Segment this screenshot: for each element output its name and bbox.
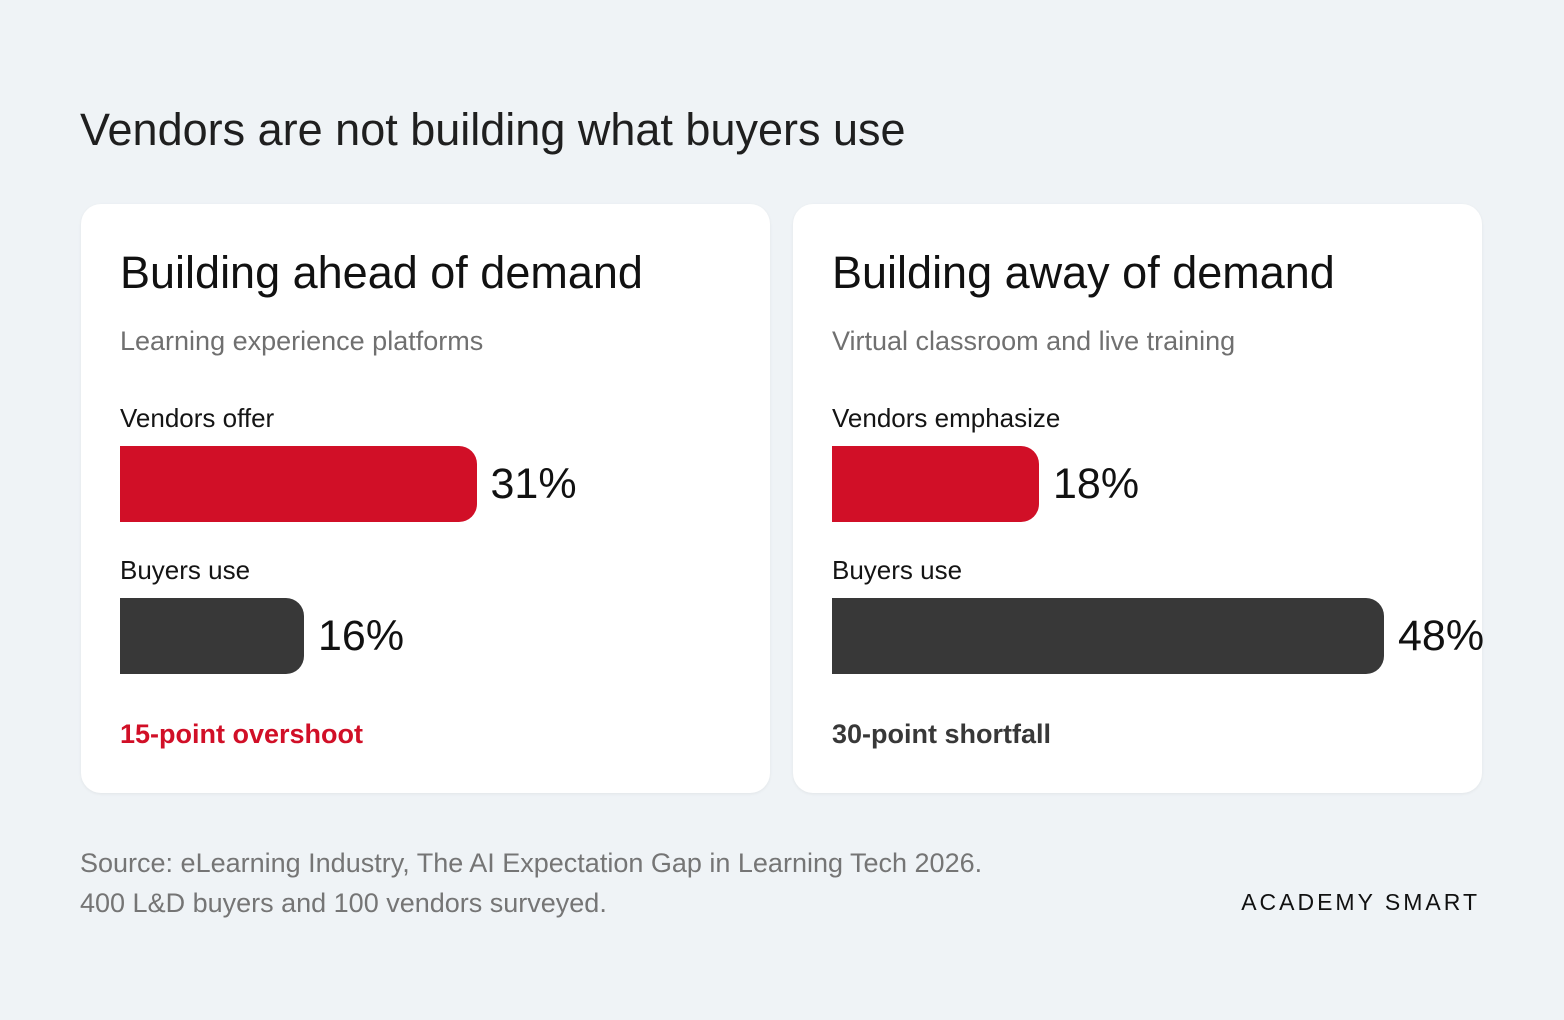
bar-vendors-emphasize xyxy=(832,446,1039,522)
card-building-ahead: Building ahead of demand Learning experi… xyxy=(81,204,770,793)
bar-value-vendors-emphasize: 18% xyxy=(1053,460,1140,508)
bar-value-vendors-offer: 31% xyxy=(490,460,577,508)
card-subtitle: Learning experience platforms xyxy=(120,326,484,356)
bar-buyers-use xyxy=(832,598,1384,674)
card-subtitle: Virtual classroom and live training xyxy=(832,326,1236,356)
source-line-2: 400 L&D buyers and 100 vendors surveyed. xyxy=(80,888,607,918)
bar-label-buyers-use: Buyers use xyxy=(832,555,963,585)
bar-label-vendors-offer: Vendors offer xyxy=(120,403,275,433)
card-heading: Building away of demand xyxy=(832,247,1335,298)
bar-vendors-offer xyxy=(120,446,477,522)
brand-logo-text: ACADEMY SMART xyxy=(1241,889,1480,915)
card-heading: Building ahead of demand xyxy=(120,247,643,298)
source-line-1: Source: eLearning Industry, The AI Expec… xyxy=(80,848,983,878)
bar-label-vendors-emphasize: Vendors emphasize xyxy=(832,403,1061,433)
source-note: Source: eLearning Industry, The AI Expec… xyxy=(80,843,982,923)
bar-buyers-use xyxy=(120,598,304,674)
shortfall-annotation: 30-point shortfall xyxy=(832,719,1052,749)
bar-value-buyers-use: 16% xyxy=(318,612,405,660)
page-title: Vendors are not building what buyers use xyxy=(80,104,906,155)
overshoot-annotation: 15-point overshoot xyxy=(120,719,364,749)
card-building-away: Building away of demand Virtual classroo… xyxy=(793,204,1485,793)
bar-label-buyers-use: Buyers use xyxy=(120,555,251,585)
bar-value-buyers-use: 48% xyxy=(1398,612,1485,660)
